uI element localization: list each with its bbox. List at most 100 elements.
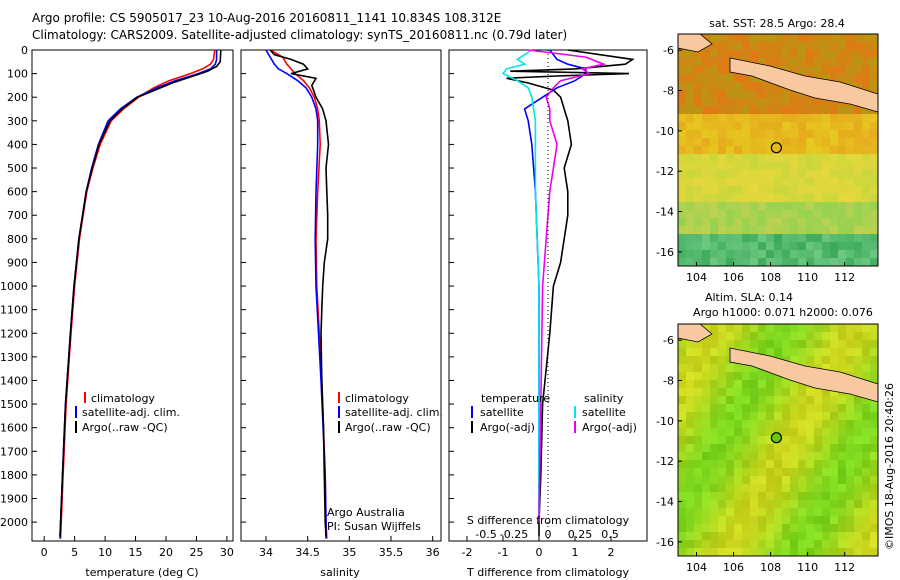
map-cell	[830, 428, 839, 437]
map-cell	[710, 348, 719, 357]
map-cell	[726, 460, 735, 469]
map-cell	[830, 42, 839, 51]
map-cell	[790, 420, 799, 429]
map-cell	[702, 516, 711, 525]
map-cell	[726, 258, 735, 267]
x-tick-label: 30	[220, 546, 234, 559]
map-cell	[774, 138, 783, 147]
map-cell	[870, 548, 879, 557]
y-tick-label: 1900	[0, 493, 28, 506]
map-cell	[814, 444, 823, 453]
map-cell	[766, 194, 775, 203]
map-cell	[734, 186, 743, 195]
map-cell	[742, 186, 751, 195]
map-cell	[782, 178, 791, 187]
map-cell	[686, 242, 695, 251]
map-cell	[846, 332, 855, 341]
map-cell	[678, 396, 687, 405]
map-cell	[758, 540, 767, 549]
map-cell	[862, 468, 871, 477]
map-cell	[758, 258, 767, 267]
map-cell	[838, 524, 847, 533]
map-cell	[742, 428, 751, 437]
map-cell	[838, 340, 847, 349]
map-cell	[822, 42, 831, 51]
map-cell	[830, 146, 839, 155]
map-cell	[798, 98, 807, 107]
map-cell	[734, 428, 743, 437]
map-cell	[718, 34, 727, 43]
map-cell	[766, 106, 775, 115]
map-cell	[862, 114, 871, 123]
map-cell	[678, 356, 687, 365]
map-cell	[750, 42, 759, 51]
map-cell	[774, 380, 783, 389]
map-cell	[686, 468, 695, 477]
map-cell	[838, 202, 847, 211]
map-cell	[686, 210, 695, 219]
map-cell	[806, 340, 815, 349]
map-cell	[726, 114, 735, 123]
map-cell	[742, 250, 751, 259]
y-tick-label: 1300	[0, 351, 28, 364]
series-line-4	[528, 49, 607, 523]
map-cell	[710, 258, 719, 267]
map-cell	[838, 364, 847, 373]
map-x-tick-label: 104	[686, 271, 707, 284]
map-cell	[694, 146, 703, 155]
map-cell	[686, 178, 695, 187]
map-cell	[702, 194, 711, 203]
map-cell	[678, 114, 687, 123]
legend-s-argo: Argo(-adj)	[582, 421, 637, 434]
map-cell	[838, 452, 847, 461]
map-cell	[750, 428, 759, 437]
map-cell	[710, 226, 719, 235]
map-cell	[782, 146, 791, 155]
map-cell	[766, 226, 775, 235]
map-cell	[726, 194, 735, 203]
map-cell	[710, 532, 719, 541]
map-cell	[774, 178, 783, 187]
map-cell	[870, 452, 879, 461]
map-cell	[686, 388, 695, 397]
map-cell	[782, 412, 791, 421]
map-cell	[854, 34, 863, 43]
map-cell	[838, 154, 847, 163]
map-cell	[718, 324, 727, 333]
map-cell	[822, 194, 831, 203]
difference-xlabel: T difference from climatology	[466, 566, 629, 579]
map-cell	[726, 50, 735, 59]
map-cell	[854, 532, 863, 541]
map-cell	[822, 98, 831, 107]
map-cell	[846, 468, 855, 477]
map-cell	[694, 404, 703, 413]
map-cell	[790, 476, 799, 485]
map-cell	[702, 476, 711, 485]
map-cell	[742, 42, 751, 51]
map-cell	[766, 234, 775, 243]
map-cell	[750, 476, 759, 485]
map-cell	[822, 476, 831, 485]
map-cell	[798, 356, 807, 365]
map-cell	[862, 58, 871, 67]
map-cell	[862, 210, 871, 219]
map-cell	[790, 396, 799, 405]
map-cell	[750, 508, 759, 517]
map-cell	[734, 476, 743, 485]
map-cell	[790, 138, 799, 147]
map-cell	[782, 540, 791, 549]
map-cell	[806, 516, 815, 525]
x-tick-label: 15	[129, 546, 143, 559]
x-tick-label: 1	[572, 546, 579, 559]
map-cell	[798, 468, 807, 477]
map-cell	[710, 324, 719, 333]
map-cell	[846, 324, 855, 333]
map-cell	[798, 332, 807, 341]
map-cell	[694, 162, 703, 171]
map-cell	[686, 404, 695, 413]
map-cell	[710, 58, 719, 67]
map-cell	[702, 74, 711, 83]
map-cell	[806, 50, 815, 59]
map-cell	[806, 492, 815, 501]
map-cell	[774, 162, 783, 171]
